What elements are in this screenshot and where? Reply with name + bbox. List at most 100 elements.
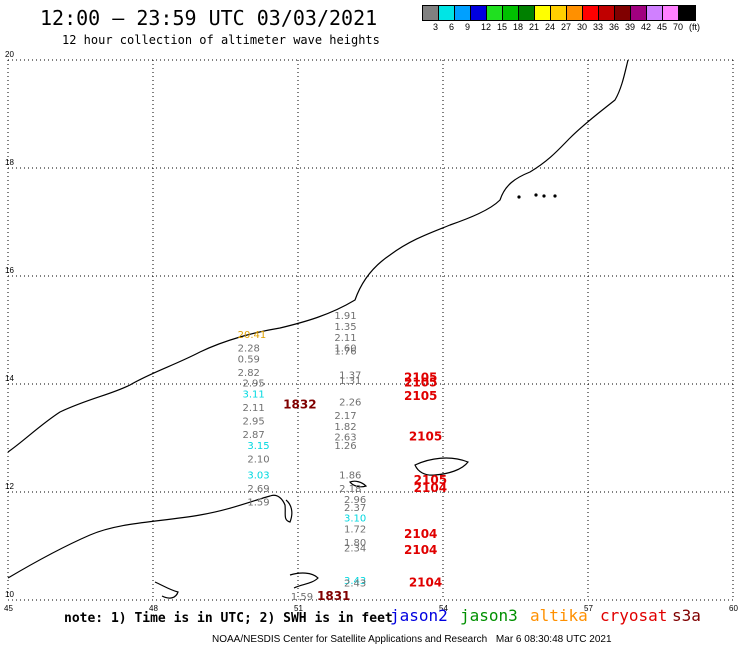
wave-height-label: 2.17: [334, 411, 356, 422]
legend-swatch: [599, 6, 615, 20]
wave-height-label: 1.82: [334, 422, 356, 433]
yemen-coast: [7, 494, 293, 579]
legend-swatch: [631, 6, 647, 20]
y-tick-label: 12: [5, 482, 14, 491]
y-tick-label: 10: [5, 590, 14, 599]
legend-swatch: [439, 6, 455, 20]
axis-tick-labels: 45 48 51 54 57 60 20 18 16 14 12 10: [4, 50, 738, 613]
legend-swatch: [583, 6, 599, 20]
wave-height-label: 2.95: [243, 379, 265, 390]
legend-label: 3: [433, 22, 439, 32]
wave-height-label: 2.37: [344, 503, 366, 514]
legend-swatch: [471, 6, 487, 20]
socotra-island: [414, 457, 469, 476]
wave-height-label: 1.60: [334, 344, 356, 355]
island-dot-1: [517, 195, 521, 199]
legend-swatch: [503, 6, 519, 20]
legend-label: 39: [625, 22, 636, 32]
y-tick-label: 14: [5, 374, 14, 383]
satellite-label-jason2: jason2: [390, 606, 448, 625]
y-tick-label: 16: [5, 266, 14, 275]
legend-label: 6: [449, 22, 455, 32]
legend-swatch: [455, 6, 471, 20]
pass-time-label: 2105: [404, 376, 437, 390]
wave-height-label: 2.95: [243, 417, 265, 428]
wave-height-label: 3.11: [243, 390, 265, 401]
map-subtitle: 12 hour collection of altimeter wave hei…: [62, 33, 380, 47]
legend-label: 27: [561, 22, 572, 32]
legend-label: 36: [609, 22, 620, 32]
wave-height-label: 2.63: [334, 433, 356, 444]
y-tick-label: 20: [5, 50, 14, 59]
coastline: [7, 59, 629, 599]
wave-height-label: 3.43: [344, 576, 366, 587]
wave-height-label: 1.37: [339, 371, 361, 382]
wave-height-label: 1.86: [339, 471, 361, 482]
islet-a: [349, 480, 368, 488]
somali-horn: [289, 572, 319, 589]
satellite-label-altika: altika: [530, 606, 588, 625]
wave-height-label: 2.28: [238, 344, 260, 355]
wave-height-label: 2.87: [243, 430, 265, 441]
credit-timestamp: Mar 6 08:30:48 UTC 2021: [495, 634, 612, 645]
legend-swatch: [679, 6, 695, 20]
pass-time-label: 1832: [283, 397, 316, 411]
pass-time-label: 2104: [414, 481, 447, 495]
pass-time-label: 2105: [404, 389, 437, 403]
pass-time-label: 1831: [317, 589, 350, 603]
map-title: 12:00 — 23:59 UTC 03/03/2021: [40, 6, 378, 30]
legend-label: 15: [497, 22, 508, 32]
wave-height-label: 20.41: [238, 330, 267, 341]
x-tick-label: 48: [149, 604, 158, 613]
wave-height-label: 1.91: [334, 311, 356, 322]
x-tick-label: 54: [439, 604, 448, 613]
pass-time-label: 2105: [409, 430, 442, 444]
legend-swatch: [423, 6, 439, 20]
legend-swatch: [535, 6, 551, 20]
pass-time-label: 2104: [404, 543, 437, 557]
somalia-coast: [7, 59, 629, 453]
y-tick-label: 18: [5, 158, 14, 167]
legend-swatch: [615, 6, 631, 20]
wave-height-label: 2.10: [247, 454, 269, 465]
color-legend: 3 6 9 12 15 18 21 24 27 30 33 36 39 42 45 70 (ft): [422, 5, 700, 33]
pass-time-label: 2104: [404, 527, 437, 541]
wave-height-label: 3.03: [247, 471, 269, 482]
island-dot-2: [534, 193, 538, 197]
wave-height-label: 1.76: [334, 346, 356, 357]
legend-swatch: [663, 6, 679, 20]
x-tick-label: 57: [584, 604, 593, 613]
legend-label: 21: [529, 22, 540, 32]
legend-label: 30: [577, 22, 588, 32]
satellite-label-cryosat: cryosat: [600, 606, 668, 625]
wave-height-label: 2.43: [344, 579, 366, 590]
pass-time-label: 2105: [414, 473, 447, 487]
legend-swatch: [567, 6, 583, 20]
legend-label: 24: [545, 22, 556, 32]
x-tick-label: 45: [4, 604, 13, 613]
legend-label: 45: [657, 22, 668, 32]
wave-height-label: 1.59: [247, 498, 269, 509]
wave-height-label: 2.69: [247, 484, 269, 495]
wave-height-label: 2.82: [238, 368, 260, 379]
legend-label: (ft): [689, 22, 700, 32]
legend-label: 42: [641, 22, 652, 32]
island-dot-4: [553, 194, 557, 198]
wave-height-label: 1.26: [334, 441, 356, 452]
legend-swatch: [551, 6, 567, 20]
wave-height-label: 1.59: [291, 592, 313, 603]
legend-swatch: [519, 6, 535, 20]
wave-height-label: 2.34: [344, 543, 366, 554]
legend-label: 33: [593, 22, 604, 32]
wave-height-label: 1.72: [344, 525, 366, 536]
x-tick-label: 60: [729, 604, 738, 613]
wave-height-label: 3.15: [247, 441, 269, 452]
x-tick-label: 51: [294, 604, 303, 613]
wave-height-label: 1.80: [344, 538, 366, 549]
island-dot-3: [542, 194, 546, 198]
satellite-label-jason3: jason3: [460, 606, 518, 625]
pass-time-label: 2105: [404, 370, 437, 384]
wave-height-label: 1.31: [339, 376, 361, 387]
credit-org: NOAA/NESDIS Center for Satellite Applica…: [212, 634, 488, 645]
